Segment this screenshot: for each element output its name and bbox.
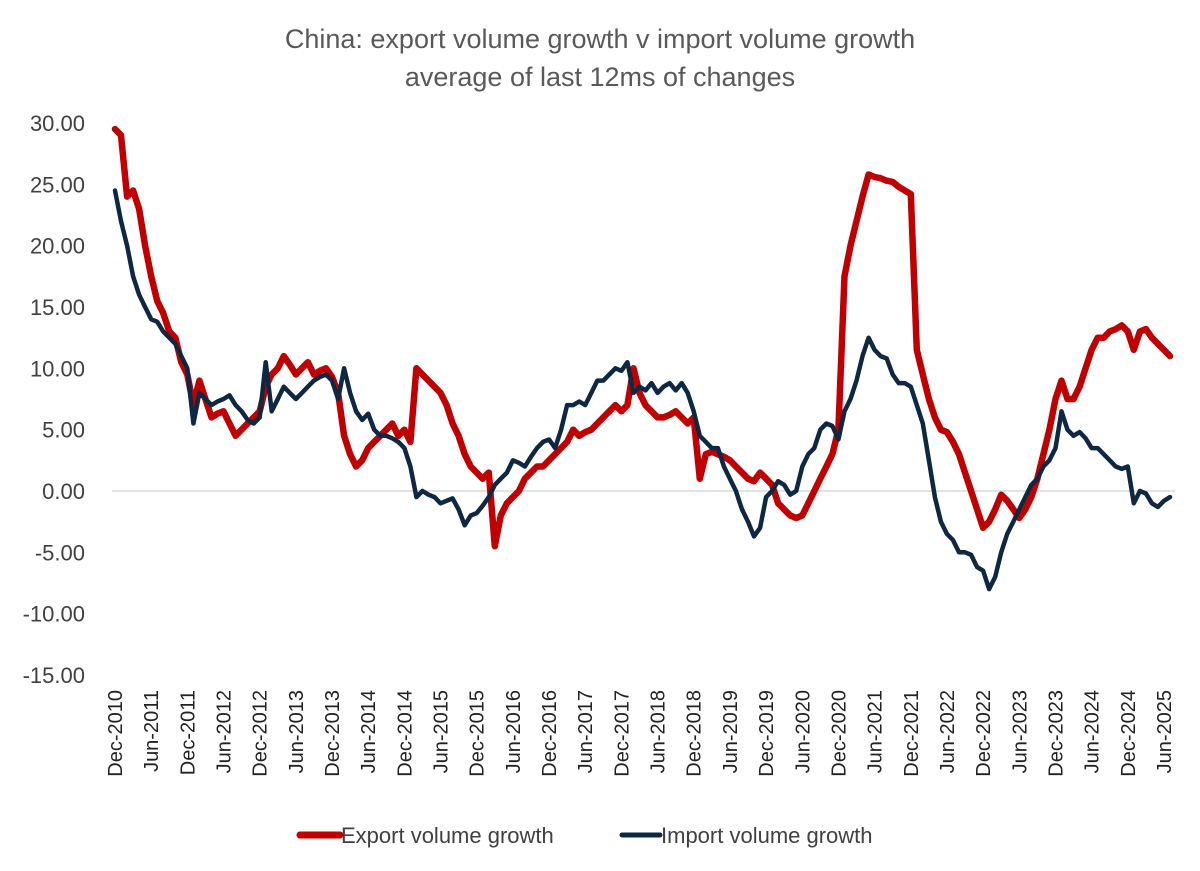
chart-title: China: export volume growth v import vol… [285,24,915,54]
x-axis-tick-labels: Dec-2010 Jun-2011 Dec-2011 Jun-2012 Dec-2012… [105,690,1176,777]
import-volume-growth-line [112,188,1173,592]
y-tick-label: 30.00 [30,111,85,136]
x-tick-label: Dec-2021 [901,690,923,777]
legend-label-import: Import volume growth [661,823,873,848]
x-tick-label: Jun-2018 [648,690,670,773]
x-tick-label: Jun-2023 [1009,690,1031,773]
x-tick-label: Dec-2011 [177,690,199,775]
x-tick-label: Jun-2013 [286,690,308,773]
x-tick-label: Dec-2020 [828,690,850,777]
x-tick-label: Jun-2012 [214,690,236,773]
x-tick-label: Dec-2018 [684,690,706,777]
x-tick-label: Dec-2023 [1045,690,1067,777]
y-tick-label: -10.00 [23,602,85,627]
y-tick-label: 0.00 [42,479,85,504]
x-tick-label: Jun-2022 [937,690,959,773]
x-tick-label: Dec-2016 [539,690,561,777]
y-tick-label: -15.00 [23,663,85,688]
x-tick-label: Dec-2017 [611,690,633,777]
y-tick-label: 5.00 [42,418,85,443]
y-tick-label: 20.00 [30,234,85,259]
x-tick-label: Jun-2011 [141,690,163,772]
x-tick-label: Jun-2017 [575,690,597,773]
x-tick-label: Jun-2025 [1154,690,1176,773]
x-tick-label: Jun-2020 [792,690,814,773]
legend: Export volume growth Import volume growt… [296,823,873,848]
chart-subtitle: average of last 12ms of changes [405,62,795,92]
x-tick-label: Jun-2024 [1082,690,1104,773]
x-tick-label: Dec-2024 [1118,690,1140,777]
y-tick-label: -5.00 [35,540,85,565]
x-tick-label: Dec-2010 [105,690,127,777]
x-tick-label: Dec-2014 [394,690,416,777]
x-tick-label: Jun-2015 [431,690,453,773]
series-lines [111,125,1174,592]
x-tick-label: Jun-2021 [865,690,887,773]
x-tick-label: Jun-2014 [358,690,380,773]
x-tick-label: Dec-2022 [973,690,995,777]
x-tick-label: Dec-2015 [467,690,489,777]
y-tick-label: 15.00 [30,295,85,320]
x-tick-label: Dec-2012 [250,690,272,777]
legend-label-export: Export volume growth [341,823,554,848]
x-tick-label: Jun-2016 [503,690,525,773]
y-tick-label: 10.00 [30,356,85,381]
x-tick-label: Dec-2013 [322,690,344,777]
y-tick-label: 25.00 [30,172,85,197]
y-axis-tick-labels: 30.00 25.00 20.00 15.00 10.00 5.00 0.00 -5.00 -1… [23,111,85,688]
export-volume-growth-line [111,125,1174,550]
x-tick-label: Dec-2019 [756,690,778,777]
x-tick-label: Jun-2019 [720,690,742,773]
